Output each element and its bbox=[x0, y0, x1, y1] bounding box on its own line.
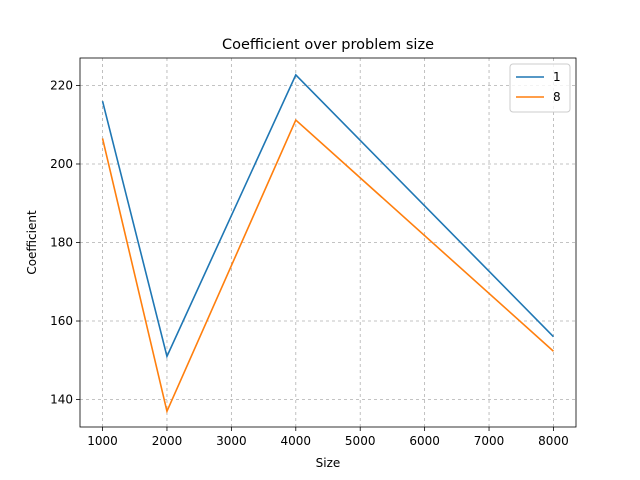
chart-title: Coefficient over problem size bbox=[222, 37, 434, 53]
legend: 18 bbox=[509, 63, 571, 113]
y-tick-label: 200 bbox=[50, 157, 73, 171]
y-tick-label: 220 bbox=[50, 78, 73, 92]
x-tick-label: 7000 bbox=[474, 434, 505, 448]
x-tick-label: 8000 bbox=[538, 434, 569, 448]
x-axis-title: Size bbox=[316, 456, 341, 470]
series-line-8 bbox=[101, 118, 554, 414]
x-tick-label: 5000 bbox=[345, 434, 376, 448]
legend-box bbox=[509, 63, 571, 113]
x-tick-label: 6000 bbox=[409, 434, 440, 448]
x-axis-ticks: 1000 2000 3000 4000 5000 6000 7000 8000 bbox=[87, 427, 569, 448]
y-axis-ticks: 140 160 180 200 220 bbox=[50, 78, 80, 407]
y-tick-label: 180 bbox=[50, 236, 73, 250]
y-tick-label: 160 bbox=[50, 314, 73, 328]
x-tick-label: 1000 bbox=[87, 434, 118, 448]
series-lines bbox=[101, 73, 555, 414]
x-tick-label: 2000 bbox=[152, 434, 183, 448]
legend-label: 1 bbox=[553, 70, 561, 84]
legend-label: 8 bbox=[553, 90, 561, 104]
y-tick-label: 140 bbox=[50, 393, 73, 407]
x-tick-label: 3000 bbox=[216, 434, 247, 448]
series-line-1 bbox=[101, 73, 555, 359]
x-tick-label: 4000 bbox=[281, 434, 312, 448]
y-axis-title: Coefficient bbox=[25, 210, 39, 275]
